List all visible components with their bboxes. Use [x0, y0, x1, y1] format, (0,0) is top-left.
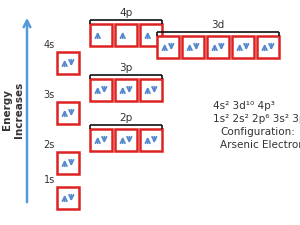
- Text: 4s: 4s: [44, 40, 55, 50]
- Text: 2p: 2p: [119, 113, 133, 123]
- Bar: [182, 36, 204, 58]
- Bar: [257, 36, 279, 58]
- Text: 3s: 3s: [44, 90, 55, 100]
- Text: 3p: 3p: [119, 63, 133, 73]
- Text: 1s: 1s: [44, 175, 55, 185]
- Bar: [140, 79, 162, 101]
- Bar: [207, 36, 229, 58]
- Bar: [57, 102, 79, 124]
- Bar: [157, 36, 179, 58]
- Bar: [140, 129, 162, 151]
- Text: Energy
Increases: Energy Increases: [2, 82, 24, 138]
- Text: Arsenic Electron: Arsenic Electron: [220, 140, 300, 150]
- Bar: [57, 152, 79, 174]
- Bar: [115, 24, 137, 46]
- Bar: [90, 129, 112, 151]
- Bar: [115, 79, 137, 101]
- Text: 1s² 2s² 2p⁶ 3s² 3p⁶: 1s² 2s² 2p⁶ 3s² 3p⁶: [213, 114, 300, 124]
- Bar: [57, 187, 79, 209]
- Text: Configuration:: Configuration:: [220, 127, 295, 137]
- Bar: [90, 24, 112, 46]
- Text: 4p: 4p: [119, 8, 133, 18]
- Bar: [140, 24, 162, 46]
- Bar: [90, 79, 112, 101]
- Text: 4s² 3d¹⁰ 4p³: 4s² 3d¹⁰ 4p³: [213, 101, 275, 111]
- Bar: [115, 129, 137, 151]
- Bar: [57, 52, 79, 74]
- Text: 3d: 3d: [212, 20, 225, 30]
- Text: 2s: 2s: [44, 140, 55, 150]
- Bar: [232, 36, 254, 58]
